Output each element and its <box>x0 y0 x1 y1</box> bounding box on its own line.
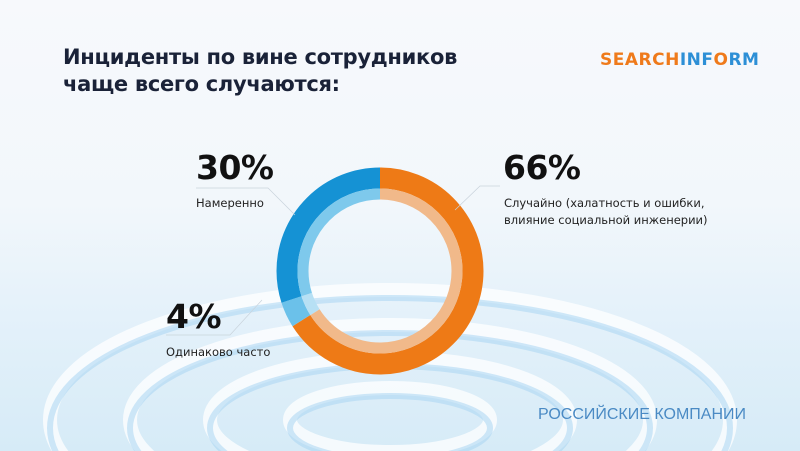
title-line-2: чаще всего случаются: <box>63 72 340 96</box>
title-line-1: Инциденты по вине сотрудников <box>63 45 458 69</box>
logo-search: SEARCH <box>600 50 680 70</box>
logo-target-icon: O <box>713 50 729 70</box>
footer-caption: РОССИЙСКИЕ КОМПАНИИ <box>538 406 747 423</box>
inner-ring-intentional <box>297 188 463 354</box>
label-intentional: Намеренно <box>196 196 264 210</box>
label-accidental: Случайно (халатность и ошибки, влияние с… <box>504 195 708 229</box>
pct-accidental: 66% <box>503 148 581 187</box>
logo-inf: INF <box>679 50 714 70</box>
label-accidental-line-2: влияние социальной инженерии) <box>504 213 708 227</box>
searchinform-logo: SEARCHINFORM <box>600 50 759 70</box>
page-title: Инциденты по вине сотрудников чаще всего… <box>63 44 457 98</box>
pct-intentional: 30% <box>196 148 274 187</box>
label-equally: Одинаково часто <box>166 345 271 359</box>
pct-equally: 4% <box>166 297 222 336</box>
label-accidental-line-1: Случайно (халатность и ошибки, <box>504 196 705 210</box>
logo-rm: RM <box>728 50 760 70</box>
slice-intentional <box>276 167 484 375</box>
